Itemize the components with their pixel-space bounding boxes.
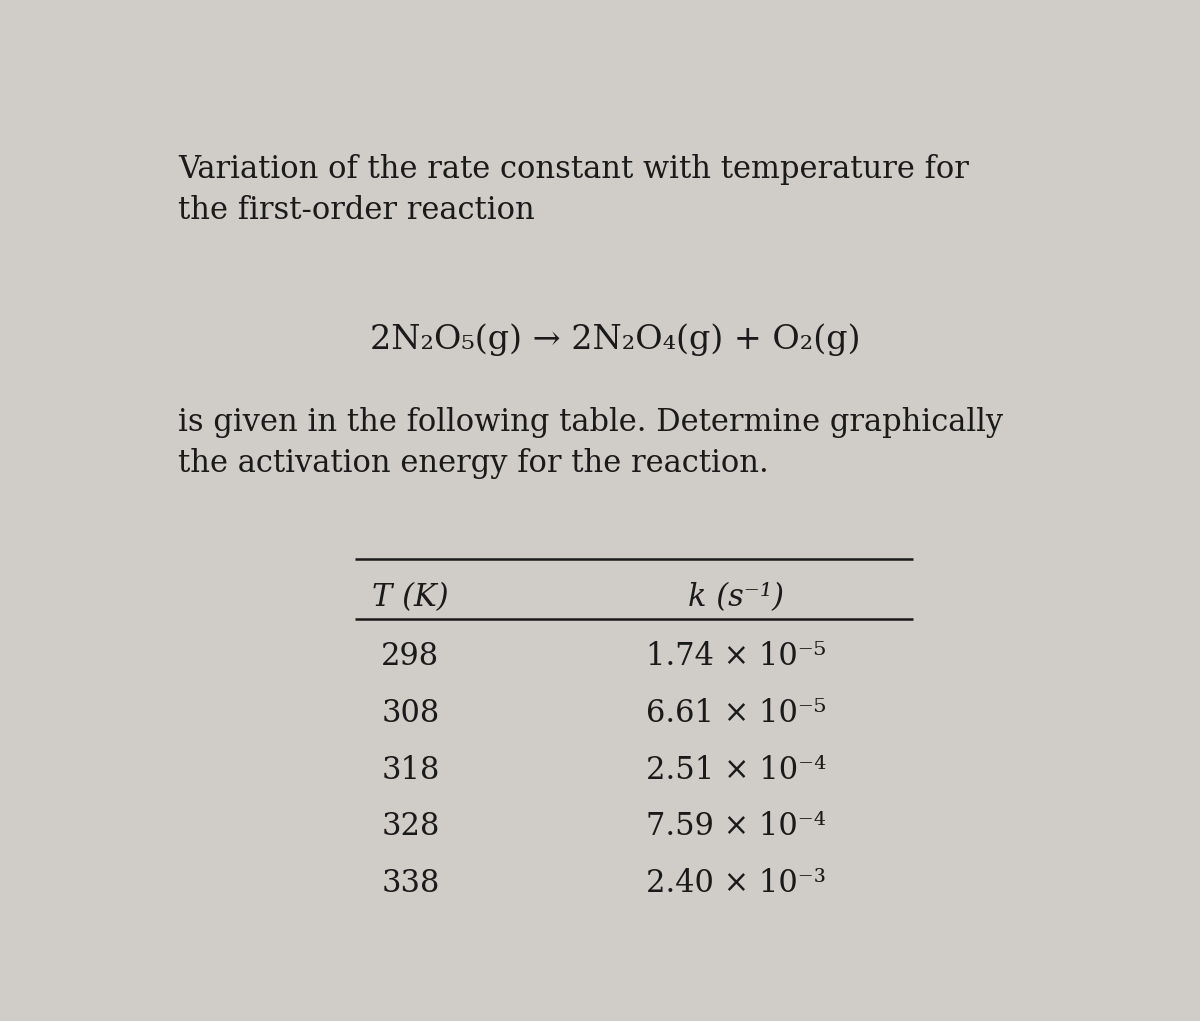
Text: 338: 338 [382,868,439,898]
Text: 298: 298 [382,641,439,673]
Text: Variation of the rate constant with temperature for
the first-order reaction: Variation of the rate constant with temp… [178,154,968,226]
Text: 6.61 × 10⁻⁵: 6.61 × 10⁻⁵ [646,698,826,729]
Text: T (K): T (K) [372,582,449,614]
Text: 2N₂O₅(g) → 2N₂O₄(g) + O₂(g): 2N₂O₅(g) → 2N₂O₄(g) + O₂(g) [370,323,860,355]
Text: 328: 328 [382,812,439,842]
Text: 308: 308 [382,698,439,729]
Text: is given in the following table. Determine graphically
the activation energy for: is given in the following table. Determi… [178,407,1003,479]
Text: k (s⁻¹): k (s⁻¹) [688,582,784,614]
Text: 2.40 × 10⁻³: 2.40 × 10⁻³ [646,868,826,898]
Text: 1.74 × 10⁻⁵: 1.74 × 10⁻⁵ [646,641,826,673]
Text: 2.51 × 10⁻⁴: 2.51 × 10⁻⁴ [646,755,826,785]
Text: 7.59 × 10⁻⁴: 7.59 × 10⁻⁴ [646,812,826,842]
Text: 318: 318 [382,755,439,785]
